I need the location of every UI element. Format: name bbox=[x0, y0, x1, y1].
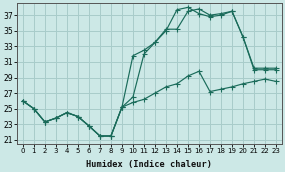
X-axis label: Humidex (Indice chaleur): Humidex (Indice chaleur) bbox=[86, 159, 212, 169]
